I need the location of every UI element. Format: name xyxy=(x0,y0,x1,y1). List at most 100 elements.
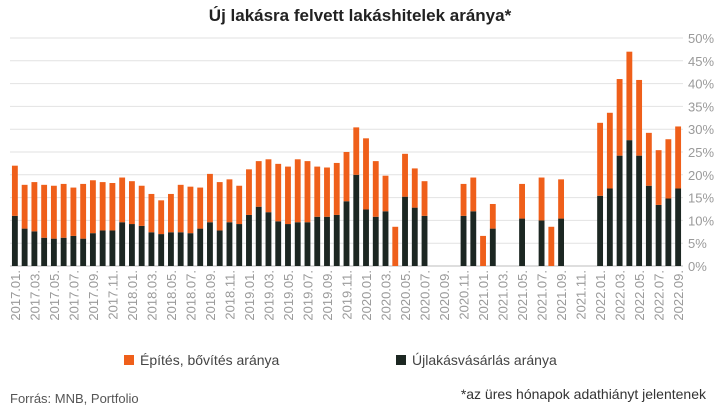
x-tick-label: 2017.07. xyxy=(66,270,81,321)
bar-epites xyxy=(50,185,57,239)
chart-title: Új lakásra felvett lakáshitelek aránya* xyxy=(208,6,512,25)
bar-epites xyxy=(216,182,223,231)
bar-epites xyxy=(255,161,262,207)
source-note: Forrás: MNB, Portfolio xyxy=(10,391,139,406)
bar-epites xyxy=(246,169,252,215)
legend-swatch-ujlakas xyxy=(396,355,406,365)
bar-ujlakas xyxy=(489,228,496,266)
bar-ujlakas xyxy=(333,214,340,266)
x-tick-label: 2019.03. xyxy=(261,270,276,321)
bar-ujlakas xyxy=(421,215,428,266)
bar-epites xyxy=(343,152,350,202)
x-tick-label: 2018.07. xyxy=(183,270,198,321)
x-tick-label: 2019.09. xyxy=(320,270,335,321)
bar-ujlakas xyxy=(372,216,379,266)
x-tick-label: 2020.11. xyxy=(457,270,472,320)
bar-ujlakas xyxy=(80,238,87,266)
x-tick-label: 2018.11. xyxy=(222,270,237,320)
x-tick-label: 2019.07. xyxy=(300,270,315,321)
bar-epites xyxy=(519,183,525,219)
bar-epites xyxy=(226,179,233,223)
bar-ujlakas xyxy=(363,209,369,266)
bar-epites xyxy=(168,193,174,233)
bar-epites xyxy=(285,166,291,225)
bar-ujlakas xyxy=(597,195,604,266)
bar-epites xyxy=(402,153,408,197)
bar-ujlakas xyxy=(285,224,291,266)
bar-epites xyxy=(616,79,623,156)
y-tick-label: 45% xyxy=(688,54,714,69)
bar-epites xyxy=(626,51,633,141)
bar-ujlakas xyxy=(626,140,633,266)
bar-epites xyxy=(538,177,545,221)
bar-ujlakas xyxy=(558,218,565,266)
bar-ujlakas xyxy=(665,198,672,266)
bar-epites xyxy=(372,161,379,217)
bar-epites xyxy=(363,138,369,210)
bar-epites xyxy=(70,187,77,236)
bar-ujlakas xyxy=(265,212,272,266)
x-tick-label: 2020.07. xyxy=(418,270,433,321)
bar-epites xyxy=(645,132,652,186)
bar-ujlakas xyxy=(304,222,311,266)
y-tick-label: 40% xyxy=(688,77,714,92)
bars xyxy=(11,51,682,266)
bar-ujlakas xyxy=(128,224,135,266)
bar-epites xyxy=(138,185,145,226)
y-tick-label: 0% xyxy=(688,259,707,274)
bar-epites xyxy=(177,184,184,233)
bar-ujlakas xyxy=(197,228,204,266)
x-tick-label: 2021.05. xyxy=(515,270,530,321)
bar-epites xyxy=(128,181,135,225)
bar-epites xyxy=(275,163,282,222)
bar-ujlakas xyxy=(187,233,194,266)
bar-epites xyxy=(304,161,311,223)
bar-ujlakas xyxy=(168,232,174,266)
x-tick-label: 2017.11. xyxy=(105,270,120,320)
y-tick-label: 30% xyxy=(688,122,714,137)
bar-ujlakas xyxy=(207,222,213,266)
bar-ujlakas xyxy=(11,215,18,266)
bar-epites xyxy=(148,193,155,233)
x-tick-label: 2018.09. xyxy=(203,270,218,321)
bar-ujlakas xyxy=(89,233,96,266)
y-tick-label: 5% xyxy=(688,236,707,251)
bar-ujlakas xyxy=(158,234,165,266)
x-tick-label: 2020.05. xyxy=(398,270,413,321)
bar-ujlakas xyxy=(216,230,223,266)
y-tick-label: 15% xyxy=(688,191,714,206)
bar-epites xyxy=(41,184,48,238)
x-tick-label: 2021.03. xyxy=(496,270,511,321)
bar-epites xyxy=(31,182,38,232)
x-tick-label: 2022.03. xyxy=(613,270,628,321)
bar-epites xyxy=(109,183,116,231)
bar-epites xyxy=(655,150,662,205)
bar-epites xyxy=(470,177,477,212)
x-tick-label: 2021.07. xyxy=(535,270,550,321)
bar-epites xyxy=(636,79,643,156)
bar-ujlakas xyxy=(99,230,106,266)
legend-label-ujlakas: Újlakásvásárlás aránya xyxy=(412,352,557,368)
bar-epites xyxy=(158,200,165,235)
bar-ujlakas xyxy=(294,222,301,266)
bar-epites xyxy=(489,203,496,229)
bar-ujlakas xyxy=(246,214,252,266)
bar-epites xyxy=(353,127,360,175)
bar-epites xyxy=(421,181,428,216)
bar-ujlakas xyxy=(460,215,467,266)
bar-epites xyxy=(60,183,67,238)
footnote: *az üres hónapok adathiányt jelentenek xyxy=(460,386,706,402)
bar-epites xyxy=(480,235,486,266)
bar-ujlakas xyxy=(645,185,652,266)
x-tick-label: 2021.01. xyxy=(476,270,491,321)
bar-epites xyxy=(119,177,126,223)
bar-epites xyxy=(236,185,243,225)
bar-ujlakas xyxy=(177,232,184,266)
bar-ujlakas xyxy=(675,188,682,266)
bar-epites xyxy=(314,166,321,217)
bar-ujlakas xyxy=(236,224,243,266)
x-tick-label: 2018.03. xyxy=(144,270,159,321)
x-tick-label: 2017.03. xyxy=(27,270,42,321)
bar-epites xyxy=(558,179,565,219)
y-axis-ticks: 0% 5% 10% 15% 20% 25% 30% 35% 40% 45% 50% xyxy=(688,31,714,274)
